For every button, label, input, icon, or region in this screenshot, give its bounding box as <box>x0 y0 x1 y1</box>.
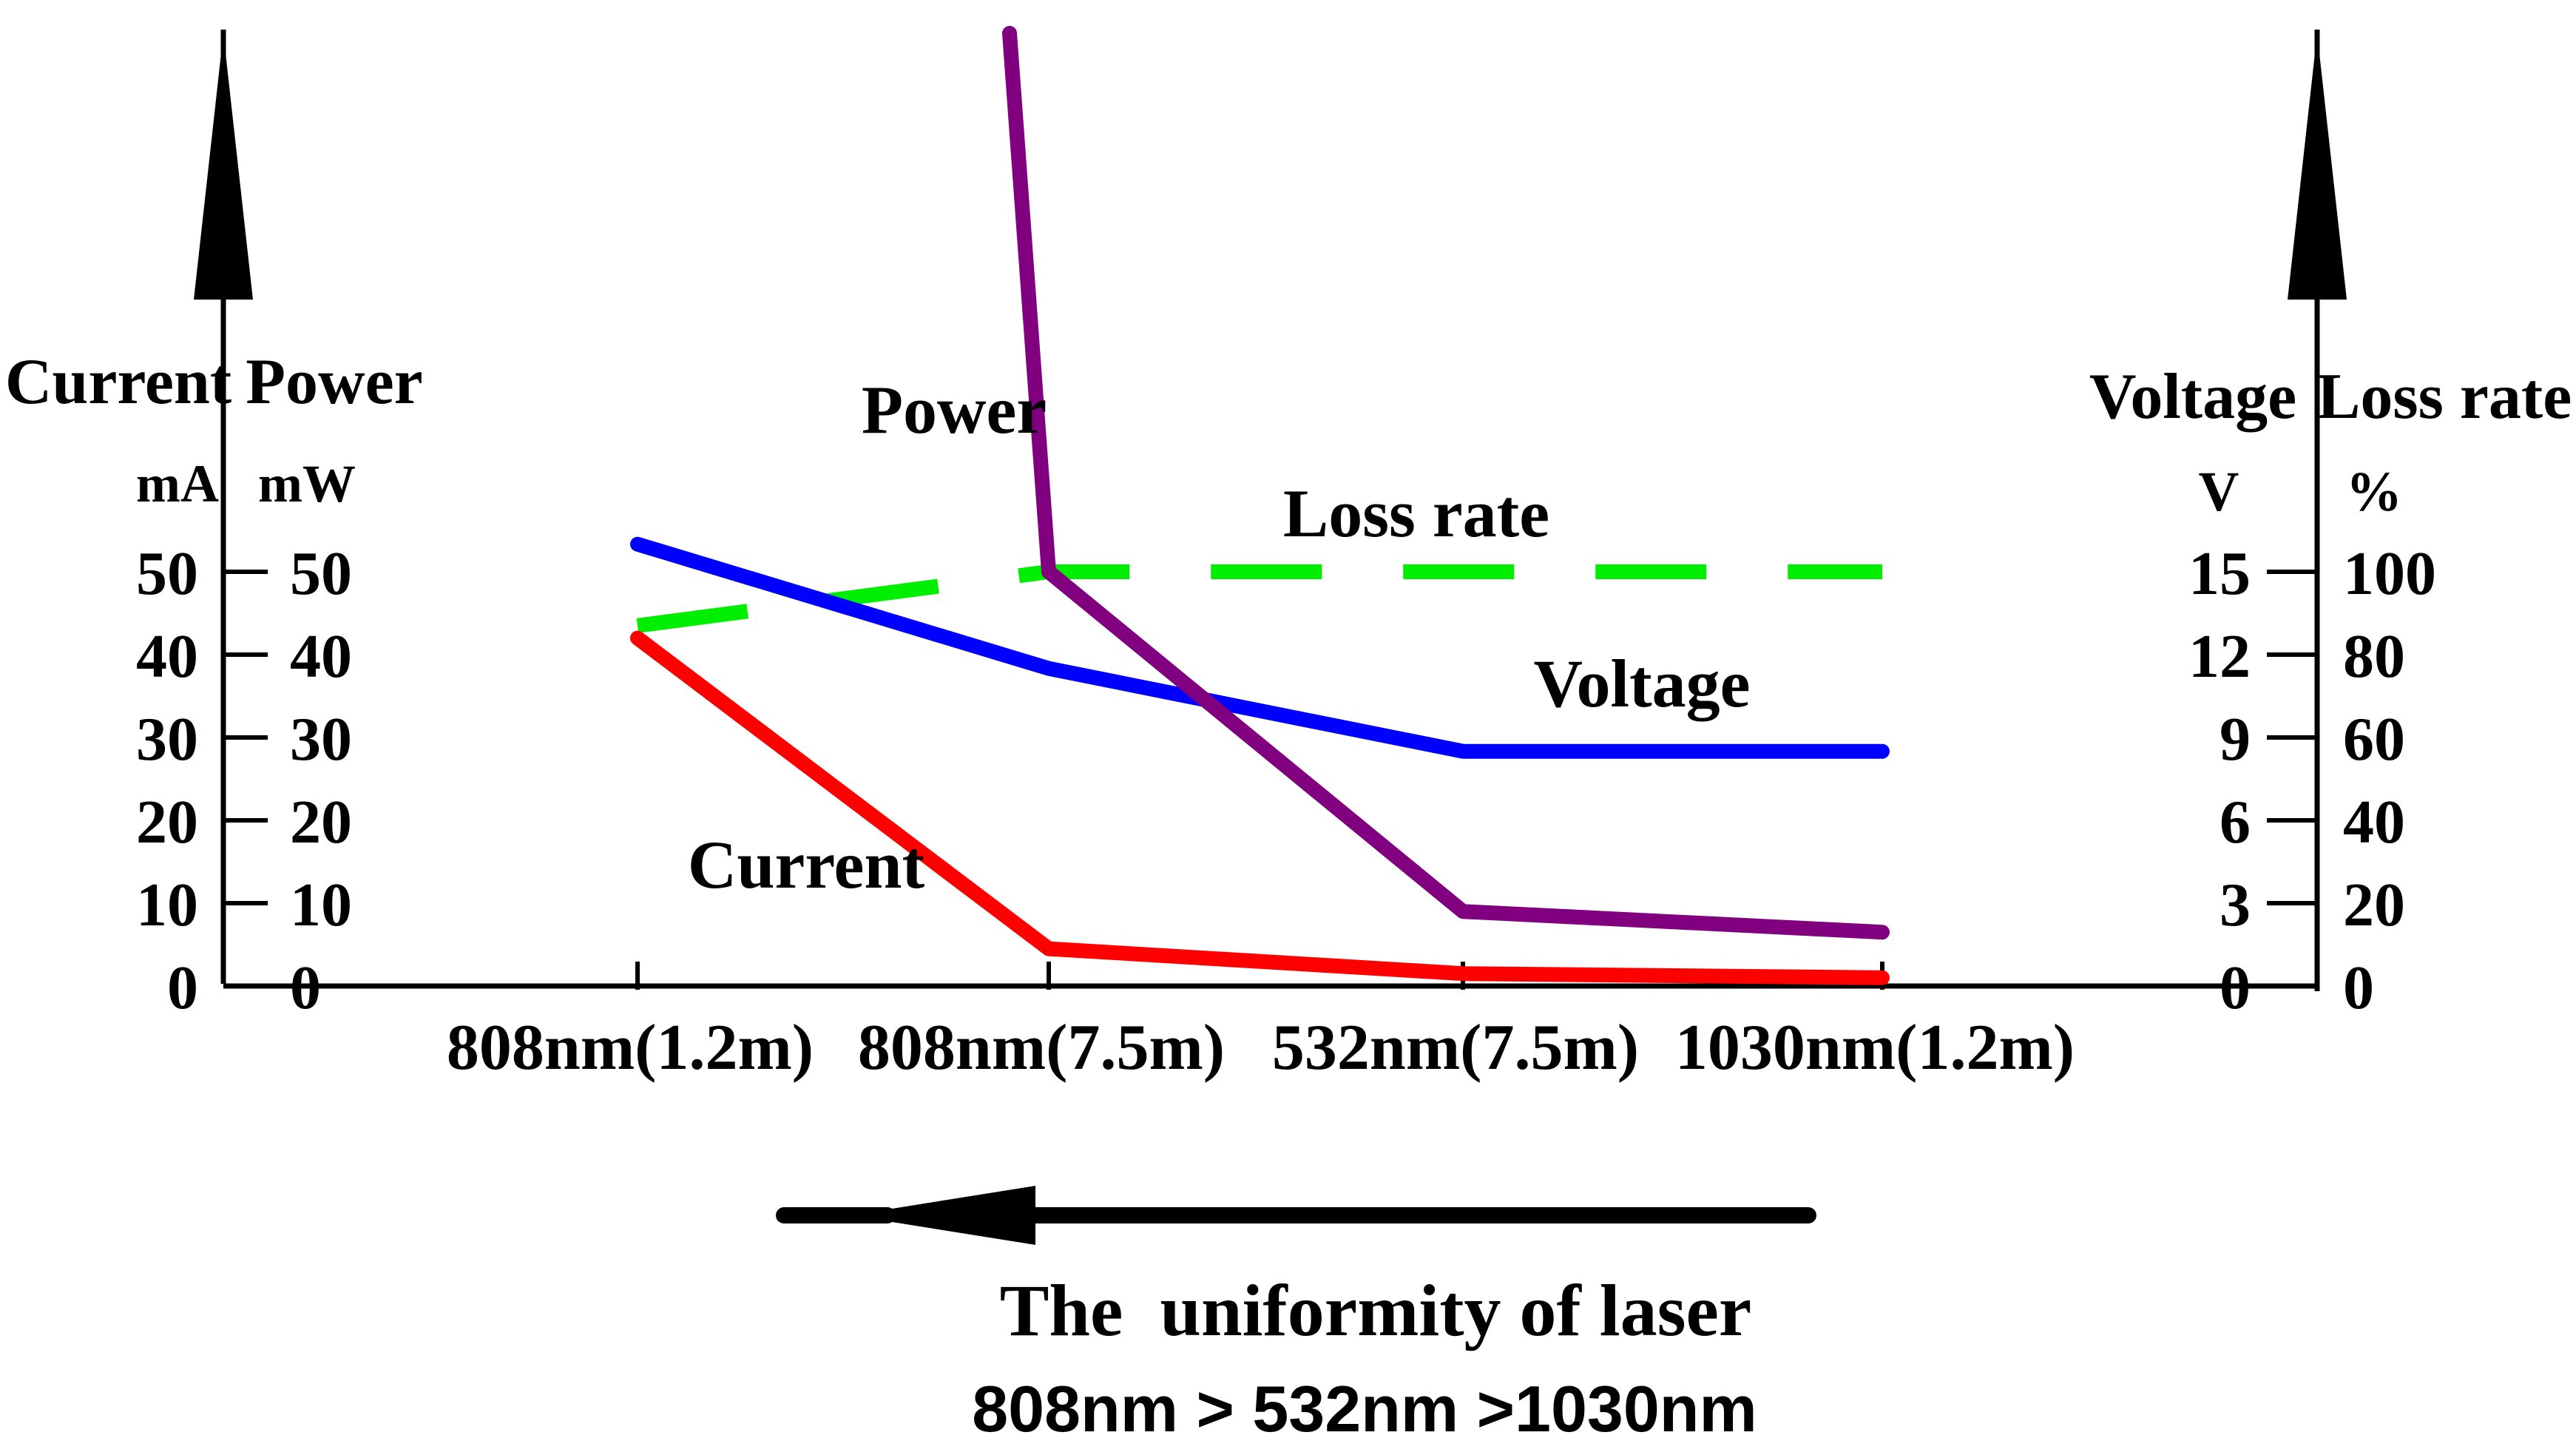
loss-rate-tick-label: 60 <box>2343 705 2405 774</box>
loss-rate-tick-label: 40 <box>2343 788 2405 857</box>
voltage-tick-label: 15 <box>2188 539 2251 608</box>
series-line-current <box>630 630 1890 985</box>
voltage-tick-label: 9 <box>2220 705 2251 774</box>
voltage-tick-label: 12 <box>2188 622 2251 691</box>
power-tick-label: 20 <box>290 788 352 857</box>
uniformity-title: The uniformity of laser <box>1000 1269 1752 1351</box>
loss-rate-axis-title: Loss rate <box>2317 361 2572 433</box>
loss-rate-tick-label: 80 <box>2343 622 2405 691</box>
current-tick-label: 0 <box>167 953 198 1022</box>
x-tick-label: 1030nm(1.2m) <box>1675 1012 2075 1084</box>
current-axis-title: Current <box>5 346 231 418</box>
uniformity-ranking: 808nm > 532nm >1030nm <box>972 1372 1757 1445</box>
power-tick-label: 50 <box>290 539 352 608</box>
voltage-tick-label: 6 <box>2220 788 2251 857</box>
current-tick-label: 40 <box>136 622 198 691</box>
power-axis-title: Power <box>246 346 422 418</box>
series-label-power: Power <box>862 372 1047 448</box>
x-tick-label: 532nm(7.5m) <box>1272 1012 1639 1084</box>
x-tick-label: 808nm(7.5m) <box>858 1012 1225 1084</box>
current-axis-ticks: 0 10 20 30 40 50 <box>136 539 268 1022</box>
power-tick-label: 30 <box>290 705 352 774</box>
x-axis-ticks: 808nm(1.2m) 808nm(7.5m) 532nm(7.5m) 1030nm(… <box>447 962 2075 1084</box>
series-label-current: Current <box>688 827 925 902</box>
series-label-loss-rate: Loss rate <box>1283 476 1549 551</box>
current-tick-label: 10 <box>136 871 198 939</box>
uniformity-arrow-head-icon <box>851 1186 1035 1245</box>
series-line-voltage <box>630 536 1890 759</box>
voltage-axis-title: Voltage <box>2089 361 2296 433</box>
voltage-tick-label: 0 <box>2220 953 2251 1022</box>
voltage-axis-unit: V <box>2199 461 2239 523</box>
current-axis-unit: mA <box>136 454 219 513</box>
power-axis-unit: mW <box>258 454 356 513</box>
series-line-power <box>1002 26 1890 940</box>
loss-rate-tick-label: 100 <box>2343 539 2436 608</box>
voltage-axis-ticks: 0 3 6 9 12 15 <box>2188 539 2317 1022</box>
power-tick-label: 10 <box>290 871 352 939</box>
series-label-voltage: Voltage <box>1533 646 1750 721</box>
power-tick-label: 0 <box>290 953 321 1022</box>
left-y-axis-arrow-icon <box>194 33 253 300</box>
voltage-tick-label: 3 <box>2220 871 2251 939</box>
loss-rate-axis-unit: % <box>2346 461 2402 523</box>
x-tick-label: 808nm(1.2m) <box>447 1012 814 1084</box>
loss-rate-tick-label: 20 <box>2343 871 2405 939</box>
power-tick-label: 40 <box>290 622 352 691</box>
right-y-axis-arrow-icon <box>2288 33 2347 300</box>
series-layer <box>630 26 1890 985</box>
current-tick-label: 50 <box>136 539 198 608</box>
current-tick-label: 20 <box>136 788 198 857</box>
loss-rate-tick-label: 0 <box>2343 953 2374 1022</box>
loss-rate-axis-ticks: 0 20 40 60 80 100 <box>2343 539 2436 1022</box>
power-axis-ticks: 0 10 20 30 40 50 <box>290 539 352 1022</box>
current-tick-label: 30 <box>136 705 198 774</box>
